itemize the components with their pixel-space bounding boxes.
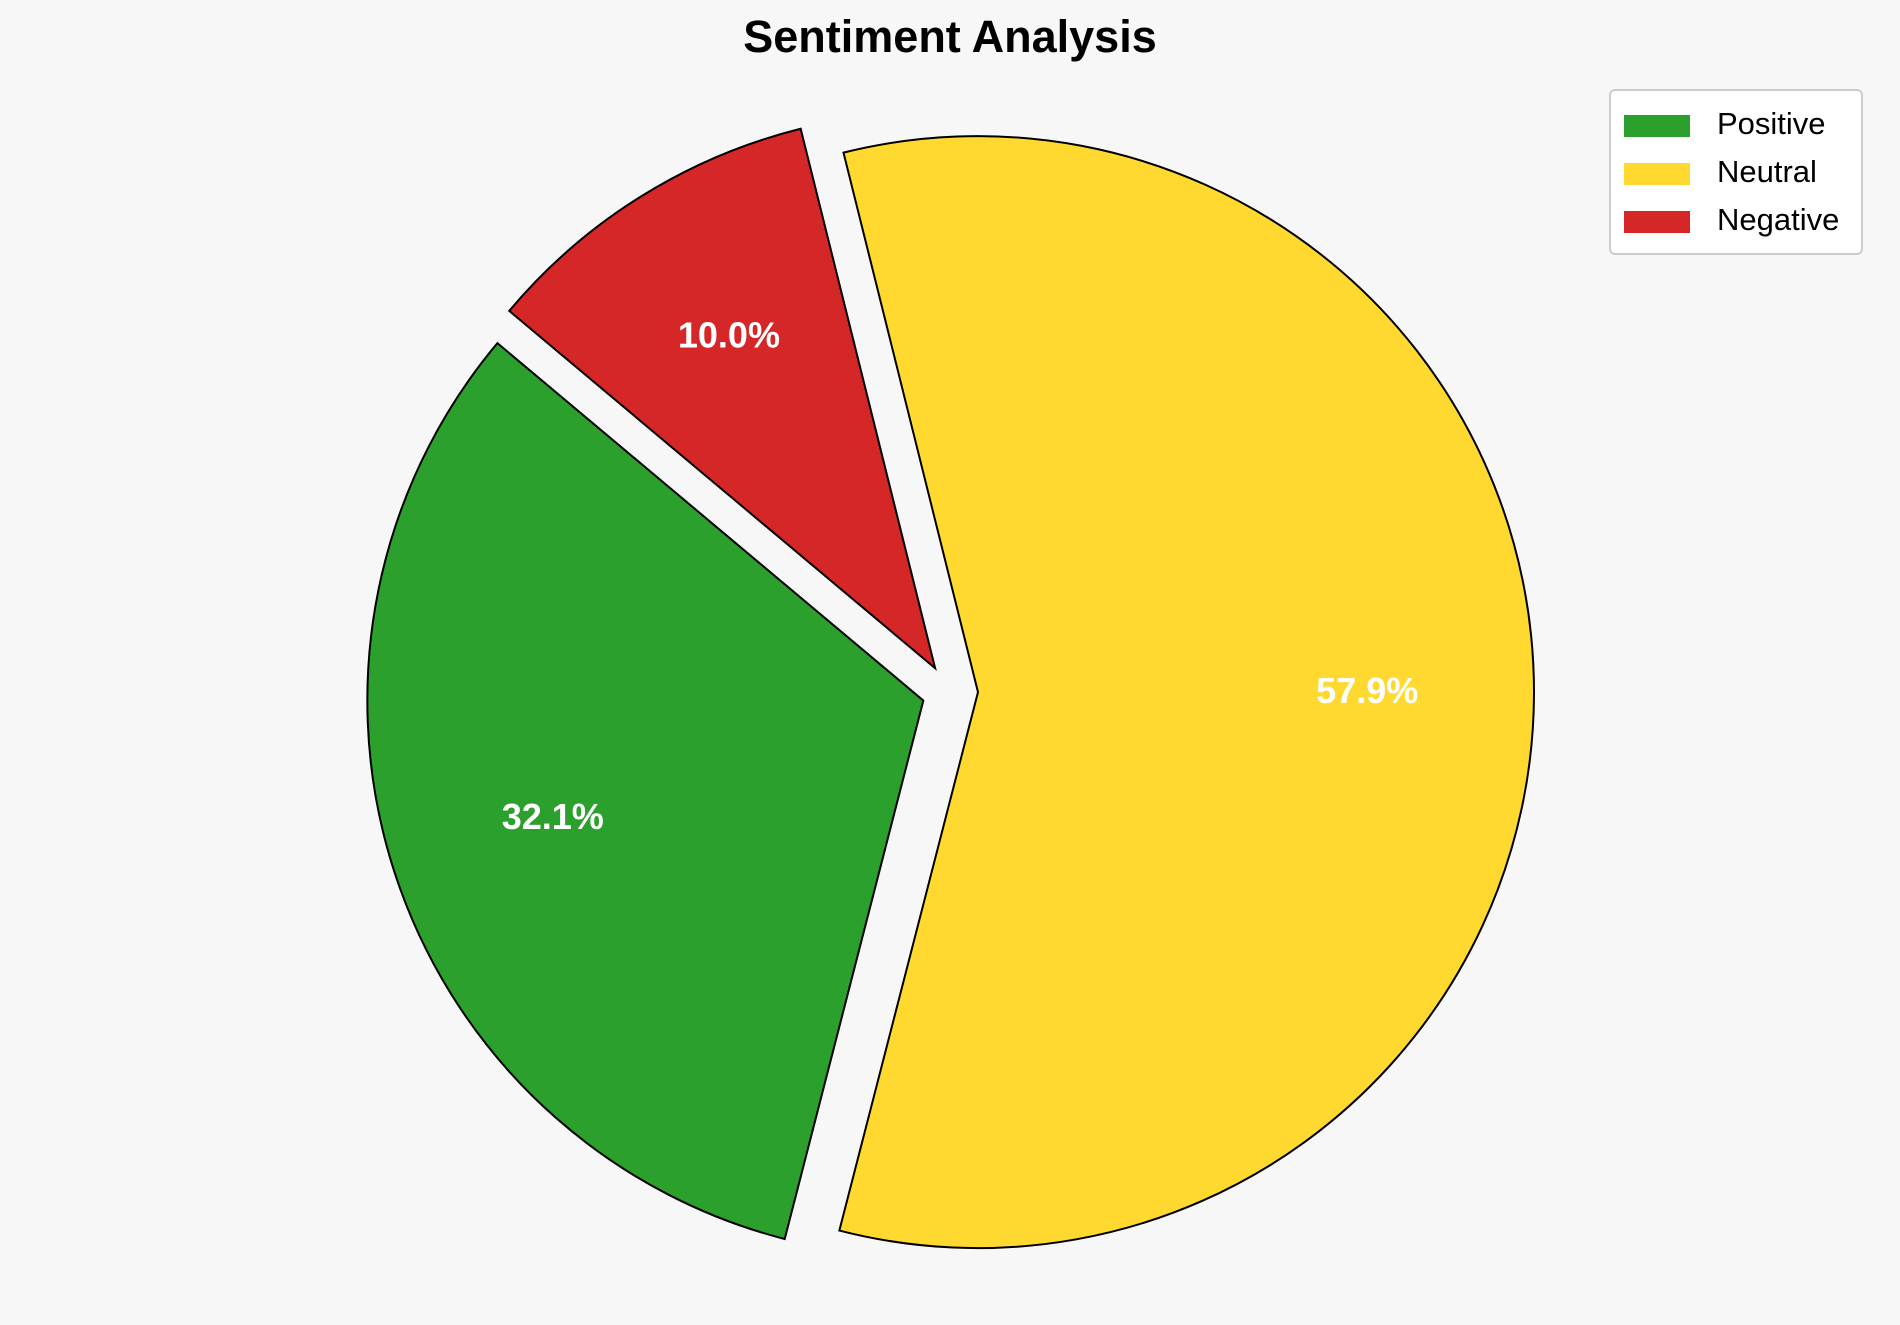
pie-wedge (366, 341, 925, 1241)
wedge-label: 10.0% (678, 315, 780, 356)
legend-label: Positive (1717, 106, 1826, 141)
pie-wedge (507, 127, 937, 671)
legend-swatch (1624, 115, 1690, 137)
legend-label: Neutral (1717, 154, 1817, 189)
legend: Positive Neutral Negative (1609, 89, 1863, 255)
wedge-label: 57.9% (1316, 670, 1418, 711)
pie-wedge (838, 135, 1535, 1250)
pie: 32.1% 57.9% 10.0% (366, 127, 1535, 1250)
legend-swatch (1624, 211, 1690, 233)
chart-title: Sentiment Analysis (743, 11, 1156, 62)
legend-swatch (1624, 163, 1690, 185)
legend-label: Negative (1717, 202, 1839, 237)
wedge-label: 32.1% (502, 796, 604, 837)
